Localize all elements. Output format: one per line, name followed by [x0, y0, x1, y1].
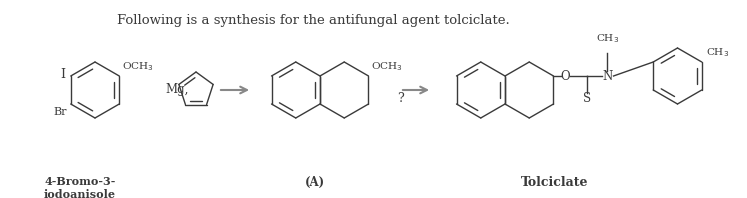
FancyArrowPatch shape [403, 87, 427, 93]
Text: Br: Br [53, 107, 66, 117]
Text: (A): (A) [305, 176, 325, 189]
Text: ?: ? [397, 91, 403, 105]
FancyArrowPatch shape [221, 87, 247, 93]
Text: CH$_3$: CH$_3$ [596, 32, 619, 45]
Text: OCH$_3$: OCH$_3$ [371, 60, 403, 73]
Text: Following is a synthesis for the antifungal agent tolciclate.: Following is a synthesis for the antifun… [117, 14, 510, 27]
Text: 4-Bromo-3-
iodoanisole: 4-Bromo-3- iodoanisole [44, 176, 116, 198]
Text: I: I [61, 68, 66, 81]
Text: Mg,: Mg, [165, 84, 188, 96]
Text: N: N [602, 69, 613, 83]
Text: O: O [561, 69, 570, 83]
Text: S: S [583, 91, 592, 105]
Text: Tolciclate: Tolciclate [521, 176, 589, 189]
Text: OCH$_3$: OCH$_3$ [123, 60, 154, 73]
Text: CH$_3$: CH$_3$ [706, 46, 729, 59]
